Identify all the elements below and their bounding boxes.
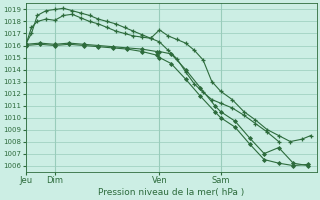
X-axis label: Pression niveau de la mer( hPa ): Pression niveau de la mer( hPa ) bbox=[98, 188, 244, 197]
